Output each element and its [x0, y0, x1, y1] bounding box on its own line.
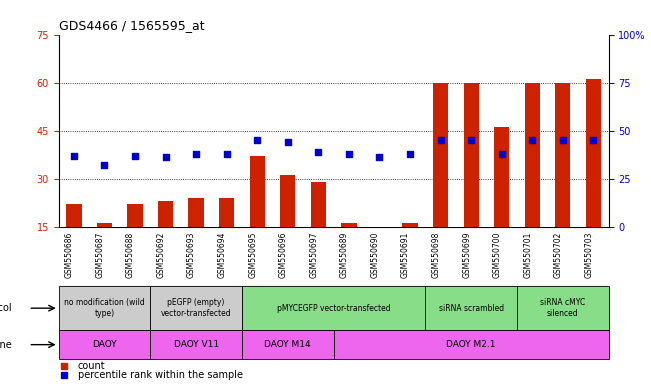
- Text: GSM550691: GSM550691: [401, 231, 410, 278]
- Bar: [464, 83, 478, 227]
- Text: GSM550697: GSM550697: [309, 231, 318, 278]
- Text: GSM550702: GSM550702: [554, 231, 563, 278]
- Bar: [59, 286, 150, 330]
- Text: DAOY M14: DAOY M14: [264, 340, 311, 349]
- Point: [589, 137, 599, 143]
- Text: GSM550703: GSM550703: [585, 231, 594, 278]
- Point: [252, 137, 262, 143]
- Text: GDS4466 / 1565595_at: GDS4466 / 1565595_at: [59, 19, 204, 32]
- Text: siRNA scrambled: siRNA scrambled: [439, 304, 504, 313]
- Point: [68, 152, 79, 159]
- Text: GSM550689: GSM550689: [340, 231, 349, 278]
- Point: [191, 151, 201, 157]
- Text: pEGFP (empty)
vector-transfected: pEGFP (empty) vector-transfected: [161, 298, 231, 318]
- Bar: [97, 223, 112, 227]
- Bar: [334, 330, 609, 359]
- Point: [99, 162, 109, 168]
- Bar: [189, 198, 204, 227]
- Point: [313, 149, 324, 155]
- Text: count: count: [78, 361, 105, 371]
- Text: GSM550686: GSM550686: [65, 231, 74, 278]
- Text: DAOY: DAOY: [92, 340, 117, 349]
- Text: GSM550687: GSM550687: [96, 231, 104, 278]
- Point: [466, 137, 477, 143]
- Point: [344, 151, 354, 157]
- Text: pMYCEGFP vector-transfected: pMYCEGFP vector-transfected: [277, 304, 391, 313]
- Text: DAOY M2.1: DAOY M2.1: [447, 340, 496, 349]
- Bar: [425, 286, 517, 330]
- Bar: [402, 223, 418, 227]
- Bar: [249, 156, 265, 227]
- Text: GSM550693: GSM550693: [187, 231, 196, 278]
- Point: [374, 154, 385, 161]
- Point: [405, 151, 415, 157]
- Text: GSM550699: GSM550699: [462, 231, 471, 278]
- Point: [436, 137, 446, 143]
- Bar: [433, 83, 449, 227]
- Bar: [128, 204, 143, 227]
- Bar: [525, 83, 540, 227]
- Text: GSM550694: GSM550694: [217, 231, 227, 278]
- Bar: [555, 83, 570, 227]
- Bar: [150, 330, 242, 359]
- Bar: [494, 127, 509, 227]
- Bar: [158, 201, 173, 227]
- Text: GSM550698: GSM550698: [432, 231, 441, 278]
- Point: [160, 154, 171, 161]
- Text: percentile rank within the sample: percentile rank within the sample: [78, 370, 243, 380]
- Bar: [280, 175, 296, 227]
- Point: [497, 151, 507, 157]
- Point: [130, 152, 140, 159]
- Bar: [242, 286, 425, 330]
- Text: siRNA cMYC
silenced: siRNA cMYC silenced: [540, 298, 585, 318]
- Bar: [517, 286, 609, 330]
- Bar: [242, 330, 334, 359]
- Bar: [586, 79, 601, 227]
- Bar: [150, 286, 242, 330]
- Bar: [66, 204, 81, 227]
- Text: GSM550700: GSM550700: [493, 231, 502, 278]
- Text: protocol: protocol: [0, 303, 12, 313]
- Text: GSM550701: GSM550701: [523, 231, 533, 278]
- Bar: [341, 223, 357, 227]
- Text: DAOY V11: DAOY V11: [174, 340, 219, 349]
- Bar: [311, 182, 326, 227]
- Bar: [59, 330, 150, 359]
- Point: [558, 137, 568, 143]
- Text: GSM550688: GSM550688: [126, 231, 135, 278]
- Bar: [219, 198, 234, 227]
- Text: cell line: cell line: [0, 339, 12, 350]
- Text: GSM550695: GSM550695: [248, 231, 257, 278]
- Text: GSM550692: GSM550692: [156, 231, 165, 278]
- Point: [221, 151, 232, 157]
- Text: no modification (wild
type): no modification (wild type): [64, 298, 145, 318]
- Point: [283, 139, 293, 145]
- Point: [527, 137, 538, 143]
- Text: GSM550696: GSM550696: [279, 231, 288, 278]
- Text: GSM550690: GSM550690: [370, 231, 380, 278]
